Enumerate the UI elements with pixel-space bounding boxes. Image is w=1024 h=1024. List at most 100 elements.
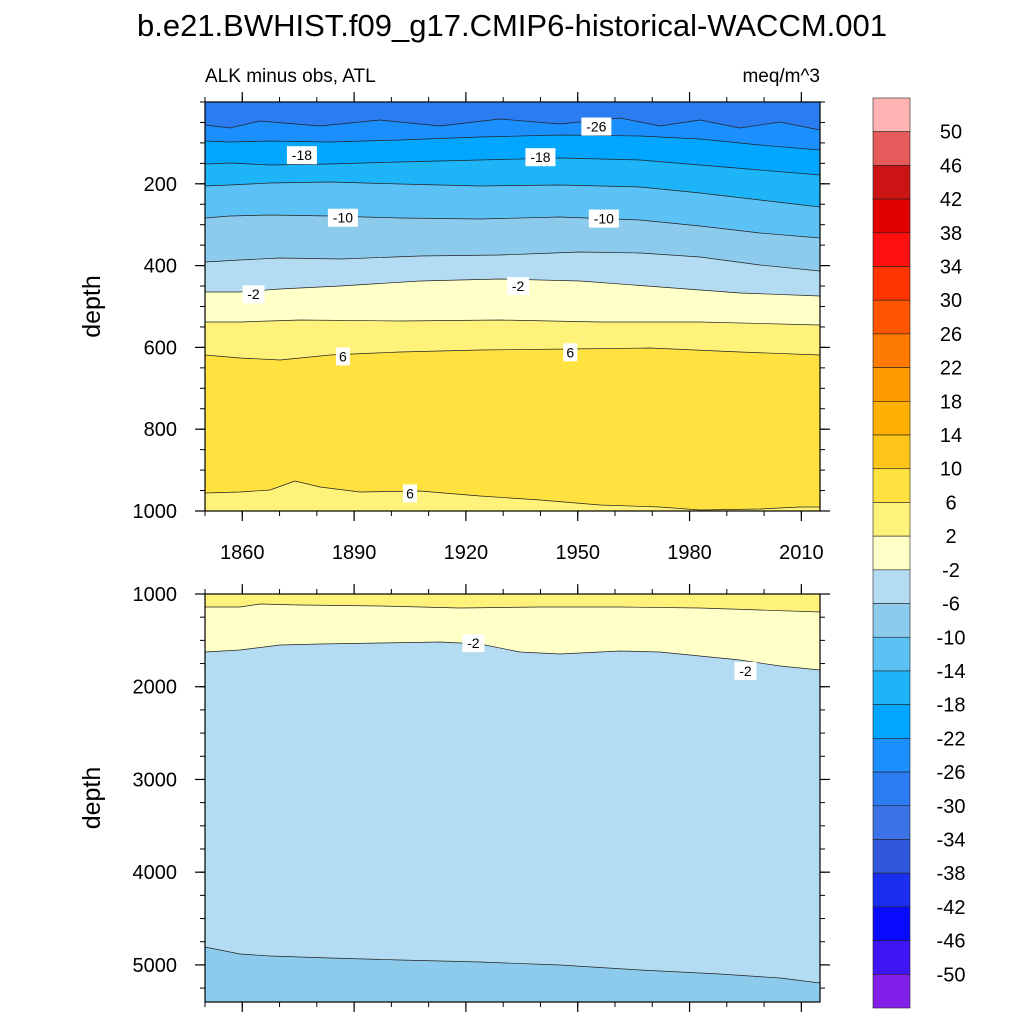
contour-label: -2 [739,663,752,679]
contour-label: -10 [594,211,614,227]
field-band [205,947,820,1002]
colorbar-label: -2 [942,560,960,582]
colorbar-label: 6 [945,492,956,514]
contour-line [205,946,820,984]
subtitle-left: ALK minus obs, ATL [205,66,376,87]
contour-line [205,319,820,326]
contour-label: -2 [512,278,525,294]
colorbar-label: 30 [940,290,962,312]
contour-labels-layer: -26-18 -18-10 -10-2-26 66-2-2 [242,117,757,680]
colorbar-swatch [872,805,911,840]
y-axis-label: depth [78,767,106,830]
colorbar-label: 26 [940,324,962,346]
colorbar-swatch [872,704,911,739]
colorbar-swatch [872,232,911,267]
y-tick-label: 2000 [133,677,178,699]
colorbar-label: 46 [940,155,962,177]
colorbar-label: 38 [940,223,962,245]
contour-line [205,347,820,361]
y-tick-label: 800 [144,419,177,441]
contour-label-bg [242,285,265,304]
y-axis-label: depth [78,275,106,338]
colorbar-swatch [872,299,911,335]
colorbar-swatch [872,940,911,975]
colorbar-label: -30 [937,796,966,818]
colorbar-label: -38 [937,863,966,885]
contour-line [205,157,820,176]
contour-label: 6 [566,344,574,360]
colorbar-label: -26 [937,762,966,784]
subtitle-units: meq/m^3 [742,66,820,87]
contour-line [205,251,820,272]
colorbar-swatch [872,198,911,234]
colorbar-swatch [872,535,911,571]
y-tick-label: 600 [144,337,177,359]
colorbar-swatch [872,738,911,773]
lower-plot-frame [204,593,821,1003]
lower-panel-contours [205,603,820,984]
x-tick-label: 1980 [667,542,712,564]
y-tick-label: 400 [144,256,177,278]
colorbar-swatch [872,266,911,301]
contour-label-bg [403,484,417,503]
colorbar-label: -14 [937,661,966,683]
colorbar-label: -42 [937,897,966,919]
colorbar-swatch [872,367,911,402]
contour-label: -26 [586,119,606,135]
y-tick-label: 5000 [133,955,178,977]
x-tick-label: 1890 [332,542,377,564]
x-tick-label: 1860 [220,542,265,564]
colorbar-swatch [872,468,911,503]
colorbar-swatch [872,872,911,908]
colorbar-label: -46 [937,931,966,953]
contour-line [205,181,820,208]
chart-title: b.e21.BWHIST.f09_g17.CMIP6-historical-WA… [137,8,887,43]
contour-label: -2 [247,286,260,302]
contour-label-bg [286,146,317,165]
contour-label: -18 [292,147,312,163]
colorbar-label: -50 [937,964,966,986]
y-tick-label: 4000 [133,862,178,884]
colorbar-label: 2 [945,526,956,548]
colorbar-label: 10 [940,459,962,481]
axes-layer: 200 400 600 800 1000 depth 1860 1890 1920 1950 198… [78,92,830,1012]
contour-line [205,641,820,671]
y-tick-label: 1000 [133,501,178,523]
colorbar-swatch [872,906,911,941]
contour-label-bg [581,117,612,136]
contour-label: 6 [406,485,414,501]
colorbar: 50 46 42 38 34 30 26 22 18 14 10 6 2 -2 -6 -10 -14 -18 -22… [872,97,966,1009]
colorbar-swatch [872,97,911,133]
contour-label-bg [588,209,619,228]
contour-line [205,480,820,511]
field-band [205,594,820,1002]
contour-label-bg [327,208,358,227]
colorbar-label: 18 [940,391,962,413]
contour-label-bg [563,343,578,362]
colorbar-label: 14 [940,425,962,447]
colorbar-label: -22 [937,728,966,750]
upper-panel-contours [205,117,820,511]
field-band [205,102,820,130]
y-tick-label: 200 [144,174,177,196]
colorbar-label: 50 [940,122,962,144]
contour-label-bg [335,347,350,366]
contour-label: -18 [530,149,550,165]
colorbar-swatch [872,165,911,200]
colorbar-swatch [872,636,911,672]
contour-label-bg [507,277,530,296]
upper-panel-fields [205,102,820,511]
y-tick-label: 1000 [133,584,178,606]
contour-line [205,117,820,131]
colorbar-swatch [872,401,911,436]
colorbar-swatch [872,131,911,166]
contour-line [205,134,820,151]
contour-label-bg [525,148,556,167]
colorbar-swatch [872,670,911,705]
colorbar-label: 42 [940,189,962,211]
colorbar-label: -6 [942,594,960,616]
colorbar-label: -10 [937,627,966,649]
contour-label-bg [462,634,485,653]
colorbar-label: 22 [940,358,962,380]
colorbar-swatch [872,434,911,470]
